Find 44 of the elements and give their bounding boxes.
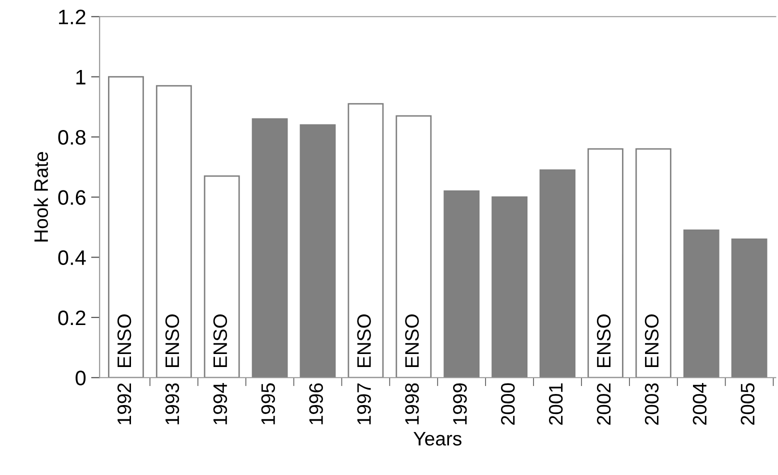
x-axis-title: Years [414,432,462,446]
y-tick-label: 1 [76,70,86,84]
bar [492,196,528,378]
bar [300,124,336,378]
bar [252,118,288,378]
bar [348,103,384,378]
bar [635,148,672,378]
bar [587,148,624,378]
y-tick-label: 0.6 [58,190,86,205]
y-tick-label: 1.2 [59,10,86,24]
bar [731,238,768,378]
bar [396,115,432,378]
annotation: ENSO [357,314,371,368]
x-tick-label: 1995 [261,383,276,424]
x-tick-label: 2002 [596,383,611,425]
x-tick-label: 2000 [501,383,515,425]
x-tick-label: 1996 [309,383,323,424]
bar [204,175,240,378]
annotation: ENSO [165,314,180,368]
y-tick-label: 0.2 [58,310,86,326]
bar [444,190,480,378]
y-axis-title: Hook Rate [34,152,48,242]
y-tick-label: 0.4 [58,250,86,266]
x-tick-label: 2001 [548,383,563,425]
x-tick-label: 1994 [213,383,228,424]
x-tick-label: 1992 [117,383,132,424]
annotation: ENSO [644,314,659,368]
y-tick-label: 0 [76,370,86,386]
bar [540,169,576,378]
x-tick-label: 2003 [644,383,659,425]
bar [156,85,192,378]
annotation: ENSO [117,314,132,368]
bar [683,230,720,378]
annotation: ENSO [405,314,419,368]
bar [108,76,144,378]
x-tick-label: 2004 [692,383,707,425]
annotation: ENSO [596,314,611,368]
x-tick-label: 1998 [405,383,419,424]
x-tick-label: 1997 [357,383,371,424]
annotation: ENSO [213,314,228,368]
x-tick-label: 1999 [453,383,467,424]
x-tick-label: 2005 [740,383,755,425]
y-tick-label: 0.8 [58,130,86,145]
x-tick-label: 1993 [165,383,180,424]
